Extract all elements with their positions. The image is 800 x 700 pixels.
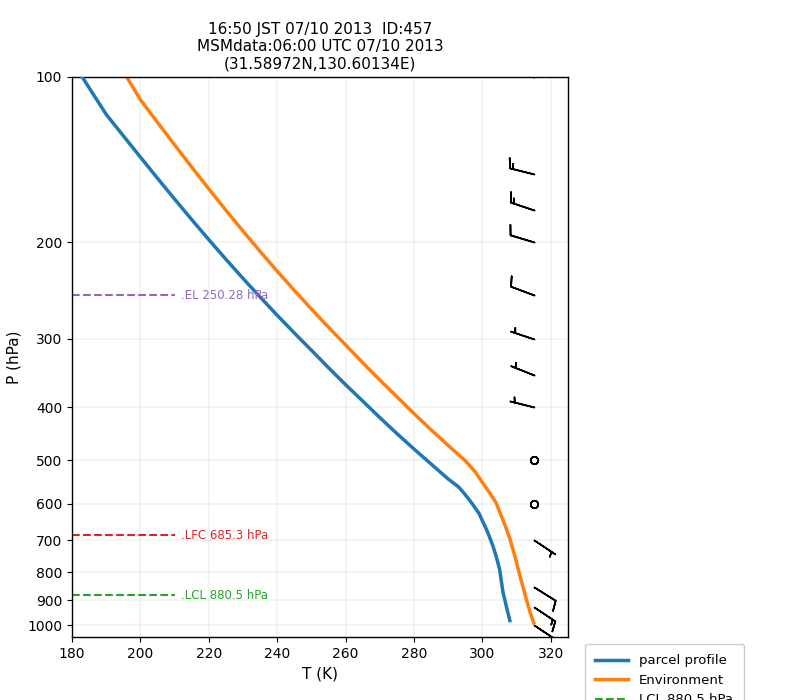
Environment <box>153 118 162 127</box>
Environment <box>502 525 511 533</box>
parcel profile <box>118 132 128 140</box>
parcel profile <box>221 255 230 263</box>
Environment <box>498 516 508 524</box>
Environment <box>255 247 265 256</box>
parcel profile <box>392 429 402 438</box>
EL 250.28 hPa <box>67 291 77 300</box>
Line: Environment: Environment <box>126 77 534 623</box>
Environment <box>410 410 419 418</box>
Environment <box>522 597 532 606</box>
Text: .LCL 880.5 hPa: .LCL 880.5 hPa <box>182 589 269 601</box>
parcel profile <box>443 475 453 483</box>
parcel profile <box>273 311 282 319</box>
Environment <box>324 323 334 332</box>
EL 250.28 hPa <box>170 291 179 300</box>
Title: 16:50 JST 07/10 2013  ID:457
MSMdata:06:00 UTC 07/10 2013
(31.58972N,130.60134E): 16:50 JST 07/10 2013 ID:457 MSMdata:06:0… <box>197 22 443 71</box>
parcel profile <box>187 216 197 224</box>
LCL 880.5 hPa <box>67 591 77 599</box>
parcel profile <box>170 195 179 203</box>
Environment <box>122 73 131 81</box>
Environment <box>443 442 453 450</box>
Environment <box>290 286 299 295</box>
Text: .LFC 685.3 hPa: .LFC 685.3 hPa <box>182 529 269 542</box>
parcel profile <box>136 153 146 161</box>
Environment <box>170 141 179 149</box>
Environment <box>471 468 481 477</box>
parcel profile <box>358 397 367 405</box>
parcel profile <box>238 274 248 283</box>
Legend: parcel profile, Environment, LCL 880.5 hPa, LFC 685.3 hPa, EL 250.28 hPa, CIN -1: parcel profile, Environment, LCL 880.5 h… <box>585 643 743 700</box>
Environment <box>491 498 501 507</box>
parcel profile <box>485 532 494 540</box>
Environment <box>461 456 470 465</box>
Line: parcel profile: parcel profile <box>82 77 510 621</box>
parcel profile <box>467 500 477 508</box>
parcel profile <box>426 460 436 468</box>
parcel profile <box>204 235 214 244</box>
parcel profile <box>88 89 98 97</box>
Environment <box>238 227 248 235</box>
parcel profile <box>497 577 506 585</box>
Environment <box>136 95 146 104</box>
Environment <box>426 426 436 434</box>
parcel profile <box>478 517 487 525</box>
Y-axis label: P (hPa): P (hPa) <box>6 330 22 384</box>
Environment <box>392 393 402 401</box>
parcel profile <box>502 603 511 611</box>
parcel profile <box>375 414 385 422</box>
parcel profile <box>341 381 350 389</box>
Environment <box>505 535 514 543</box>
Environment <box>358 358 367 367</box>
parcel profile <box>306 346 316 354</box>
Environment <box>341 341 350 349</box>
parcel profile <box>498 588 508 596</box>
Environment <box>273 267 282 275</box>
parcel profile <box>481 524 490 533</box>
parcel profile <box>474 509 484 517</box>
X-axis label: T (K): T (K) <box>302 666 338 681</box>
parcel profile <box>153 174 162 183</box>
LCL 880.5 hPa <box>170 591 179 599</box>
Environment <box>518 584 528 593</box>
LFC 685.3 hPa <box>170 531 179 540</box>
parcel profile <box>491 552 501 561</box>
Environment <box>485 488 494 496</box>
Environment <box>529 619 538 627</box>
parcel profile <box>454 483 463 491</box>
Environment <box>509 546 518 554</box>
Environment <box>478 478 487 486</box>
parcel profile <box>505 617 514 625</box>
parcel profile <box>410 445 419 454</box>
parcel profile <box>102 110 111 118</box>
Environment <box>375 376 385 384</box>
parcel profile <box>324 363 334 372</box>
Environment <box>221 206 230 214</box>
LFC 685.3 hPa <box>67 531 77 540</box>
parcel profile <box>255 293 265 301</box>
parcel profile <box>461 491 470 499</box>
Environment <box>494 508 504 516</box>
parcel profile <box>290 329 299 337</box>
Environment <box>187 163 197 172</box>
Environment <box>204 185 214 193</box>
Environment <box>512 559 522 567</box>
parcel profile <box>488 541 498 550</box>
Environment <box>306 305 316 314</box>
Environment <box>515 573 525 581</box>
parcel profile <box>494 565 504 573</box>
Text: .EL 250.28 hPa: .EL 250.28 hPa <box>182 289 269 302</box>
Environment <box>526 609 535 617</box>
parcel profile <box>78 73 87 81</box>
